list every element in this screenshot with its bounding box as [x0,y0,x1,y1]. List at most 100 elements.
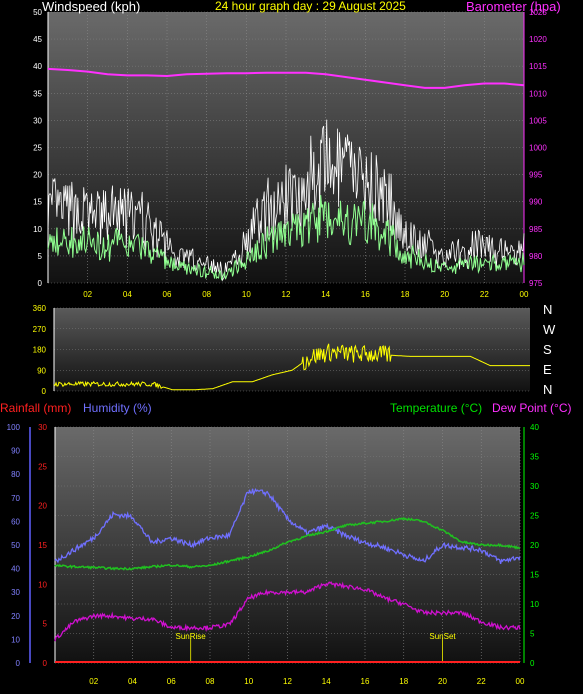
barometer-tick-label: 985 [529,225,543,234]
dewpoint-title: Dew Point (°C) [492,401,572,415]
windspeed-tick-label: 35 [33,89,42,98]
windspeed-x-tick-label: 06 [163,290,172,299]
humidity-tick-label: 70 [11,494,20,503]
humidity-tick-label: 0 [16,659,21,668]
barometer-tick-label: 990 [529,198,543,207]
barometer-line [47,67,525,89]
rainfall-tick-label: 10 [38,580,47,589]
compass-label-s: S [543,342,552,357]
compass-label-n-bottom: N [543,382,553,397]
temperature-line [54,516,521,571]
temperature-x-tick-label: 08 [206,677,215,686]
direction-axis-labels: 0 90 180 270 360 [33,304,55,396]
windspeed-panel: 0510152025303540455097598098599099510001… [33,8,547,299]
temperature-x-tick-label: 12 [283,677,292,686]
barometer-tick-label: 1010 [529,89,547,98]
windspeed-tick-label: 25 [33,144,42,153]
windspeed-tick-label: 50 [33,8,42,17]
temperature-series: SunRise SunSet [54,487,521,663]
compass-label-n-top: N [543,302,553,317]
wind-direction-line [53,343,530,391]
temperature-tick-label: 10 [530,600,539,609]
humidity-tick-label: 10 [11,635,20,644]
humidity-title: Humidity (%) [83,401,152,415]
humidity-tick-label: 50 [11,541,20,550]
temperature-tick-label: 20 [530,541,539,550]
rainfall-tick-label: 20 [38,502,47,511]
rainfall-tick-label: 25 [38,462,47,471]
temperature-tick-label: 30 [530,482,539,491]
windspeed-tick-label: 15 [33,198,42,207]
humidity-tick-label: 40 [11,565,20,574]
sunset-label: SunSet [429,632,456,641]
rainfall-tick-label: 30 [38,423,47,432]
direction-tick-label: 0 [42,387,47,396]
direction-grid [54,307,530,392]
barometer-tick-label: 1005 [529,116,547,125]
compass-label-w: W [543,322,556,337]
windspeed-tick-label: 0 [38,279,43,288]
temperature-tick-label: 15 [530,571,539,580]
temperature-tick-label: 0 [530,659,535,668]
windspeed-x-tick-label: 00 [520,290,529,299]
temperature-x-tick-label: 10 [244,677,253,686]
windspeed-x-tick-label: 04 [123,290,132,299]
direction-tick-label: 180 [33,346,47,355]
rainfall-tick-label: 5 [43,620,48,629]
windspeed-average-line [47,195,525,281]
temperature-tick-label: 5 [530,630,535,639]
humidity-tick-label: 60 [11,517,20,526]
temperature-tick-label: 25 [530,512,539,521]
chart-title: 24 hour graph day : 29 August 2025 [215,0,406,13]
windspeed-x-tick-label: 10 [242,290,251,299]
windspeed-tick-label: 20 [33,171,42,180]
dewpoint-line [54,581,521,642]
windspeed-tick-label: 30 [33,116,42,125]
humidity-line [54,487,521,564]
barometer-tick-label: 980 [529,252,543,261]
temperature-x-tick-label: 16 [361,677,370,686]
temperature-x-tick-label: 04 [128,677,137,686]
temperature-x-tick-label: 02 [89,677,98,686]
temperature-tick-label: 35 [530,453,539,462]
barometer-tick-label: 995 [529,171,543,180]
windspeed-series [47,67,525,282]
temperature-x-tick-label: 00 [516,677,525,686]
temperature-x-tick-label: 18 [399,677,408,686]
temperature-x-tick-label: 20 [438,677,447,686]
rainfall-tick-label: 0 [43,659,48,668]
temperature-x-tick-label: 06 [167,677,176,686]
barometer-tick-label: 1000 [529,144,547,153]
temperature-panel: 0 10 20 30 40 50 60 70 80 90 10 00 5 10 15 20 25 30 0 5 10 15… [7,423,540,686]
sunrise-label: SunRise [176,632,207,641]
windspeed-x-tick-label: 22 [480,290,489,299]
temperature-tick-label: 40 [530,423,539,432]
windspeed-tick-label: 45 [33,35,42,44]
windspeed-x-tick-label: 16 [361,290,370,299]
humidity-tick-label: 80 [11,470,20,479]
windspeed-title: Windspeed (kph) [42,0,141,14]
humidity-tick-label: 30 [11,588,20,597]
barometer-tick-label: 1020 [529,35,547,44]
temperature-x-tick-label: 22 [477,677,486,686]
humidity-tick-label: 20 [11,612,20,621]
windspeed-x-tick-label: 12 [282,290,291,299]
humidity-tick-label: 90 [11,447,20,456]
temperature-x-tick-label: 14 [322,677,331,686]
barometer-tick-label: 1025 [529,8,547,17]
direction-series [53,343,530,391]
rainfall-tick-label: 15 [38,541,47,550]
windspeed-x-tick-label: 18 [401,290,410,299]
windspeed-x-tick-label: 08 [202,290,211,299]
direction-panel: 0 90 180 270 360 [33,304,530,396]
direction-tick-label: 270 [33,325,47,334]
windspeed-axis-labels: 0510152025303540455097598098599099510001… [33,8,547,299]
temperature-axis-labels: 0 10 20 30 40 50 60 70 80 90 10 00 5 10 15 20 25 30 0 5 10 15… [7,423,540,686]
barometer-tick-label: 975 [529,279,543,288]
direction-tick-label: 360 [33,304,47,313]
windspeed-x-tick-label: 20 [440,290,449,299]
temperature-title: Temperature (°C) [390,401,483,415]
compass-label-e: E [543,362,552,377]
rainfall-title: Rainfall (mm) [0,401,72,415]
barometer-tick-label: 1015 [529,62,547,71]
